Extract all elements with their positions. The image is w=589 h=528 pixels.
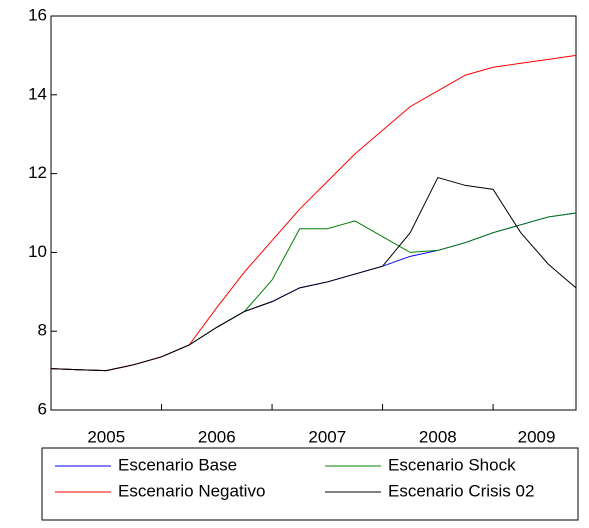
x-tick-label: 2009: [518, 427, 556, 446]
legend-box: [41, 447, 579, 521]
legend-label: Escenario Negativo: [118, 481, 265, 500]
x-tick-label: 2006: [198, 427, 236, 446]
x-tick-label: 2008: [419, 427, 457, 446]
y-tick-label: 10: [28, 242, 47, 261]
y-tick-label: 8: [38, 321, 47, 340]
plot-frame: [50, 15, 577, 411]
y-tick-label: 12: [28, 163, 47, 182]
x-tick-label: 2007: [308, 427, 346, 446]
legend-label: Escenario Crisis 02: [388, 481, 534, 500]
series-line: [50, 54, 577, 372]
legend-label: Escenario Base: [118, 455, 237, 474]
y-tick-label: 14: [28, 84, 47, 103]
series-line: [50, 176, 577, 372]
x-tick-label: 2005: [87, 427, 125, 446]
legend-label: Escenario Shock: [388, 455, 516, 474]
y-tick-label: 16: [28, 5, 47, 24]
series-line: [50, 212, 577, 372]
y-tick-label: 6: [38, 399, 47, 418]
series-line: [50, 212, 577, 372]
